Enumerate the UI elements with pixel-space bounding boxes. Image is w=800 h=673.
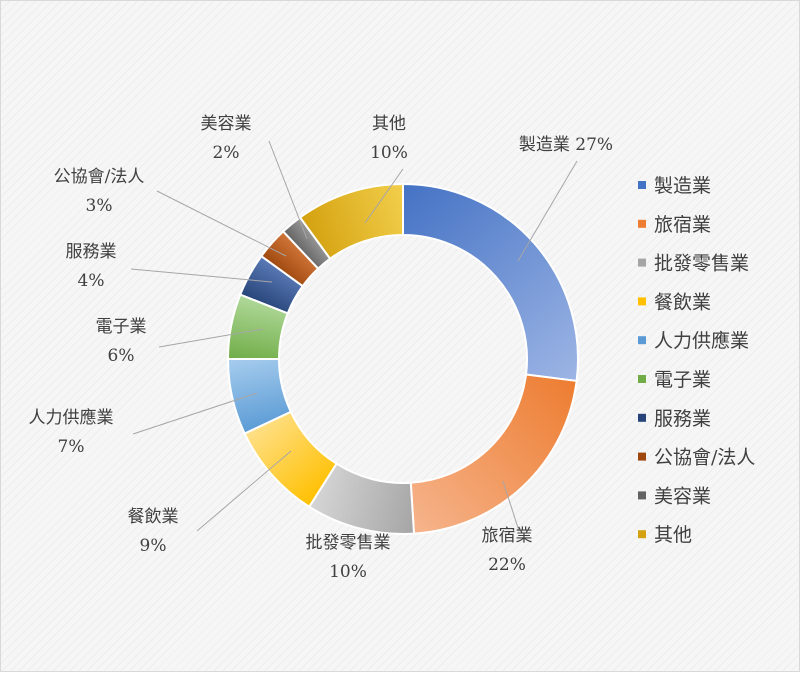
data-label: 餐飲業 9%	[128, 507, 179, 556]
legend-label: 電子業	[654, 369, 711, 391]
data-label: 製造業 27%	[519, 135, 613, 155]
legend-label: 服務業	[654, 408, 711, 430]
leader-lines	[130, 140, 578, 532]
data-label: 服務業 4%	[66, 242, 117, 291]
legend-label: 餐飲業	[654, 291, 711, 313]
data-label: 其他 10%	[370, 114, 408, 163]
leader-line	[156, 190, 287, 257]
legend-label: 人力供應業	[654, 329, 749, 352]
legend-label: 製造業	[654, 175, 711, 197]
leader-line	[268, 140, 308, 240]
donut-slices	[226, 182, 579, 535]
donut-slice	[409, 373, 578, 535]
data-label: 電子業 6%	[96, 317, 147, 366]
legend-swatch	[638, 219, 646, 228]
donut-slice	[298, 182, 404, 261]
legend-swatch	[638, 375, 646, 383]
leader-line	[130, 268, 273, 283]
legend-label: 其他	[654, 524, 692, 546]
data-label: 公協會/法人 3%	[54, 167, 145, 216]
leader-line	[132, 392, 258, 435]
legend-swatch	[638, 258, 646, 267]
data-label: 美容業 2%	[201, 114, 252, 163]
legend-swatch	[638, 413, 646, 422]
data-labels: 製造業 27% 旅宿業 22% 批發零售業 10% 餐飲業 9% 人力供應業 7% 電子業 6% 服務…	[29, 114, 614, 582]
legend-swatch	[638, 297, 646, 306]
data-label: 批發零售業 10%	[306, 533, 391, 582]
legend-label: 批發零售業	[654, 253, 749, 275]
data-label: 人力供應業 7%	[29, 407, 114, 457]
legend-label: 旅宿業	[654, 214, 711, 236]
leader-line	[196, 450, 292, 532]
legend-label: 美容業	[654, 485, 711, 507]
data-label: 旅宿業 22%	[482, 526, 533, 575]
leader-line	[364, 168, 404, 224]
leader-line	[517, 160, 578, 262]
leader-line	[158, 328, 264, 348]
legend-swatch	[638, 530, 646, 539]
legend-swatch	[638, 336, 646, 345]
leader-line	[502, 480, 520, 532]
legend-swatch	[638, 491, 646, 500]
donut-slice	[402, 182, 579, 383]
legend-label: 公協會/法人	[654, 447, 755, 469]
legend-swatch	[638, 181, 646, 189]
legend-swatch	[638, 452, 646, 461]
